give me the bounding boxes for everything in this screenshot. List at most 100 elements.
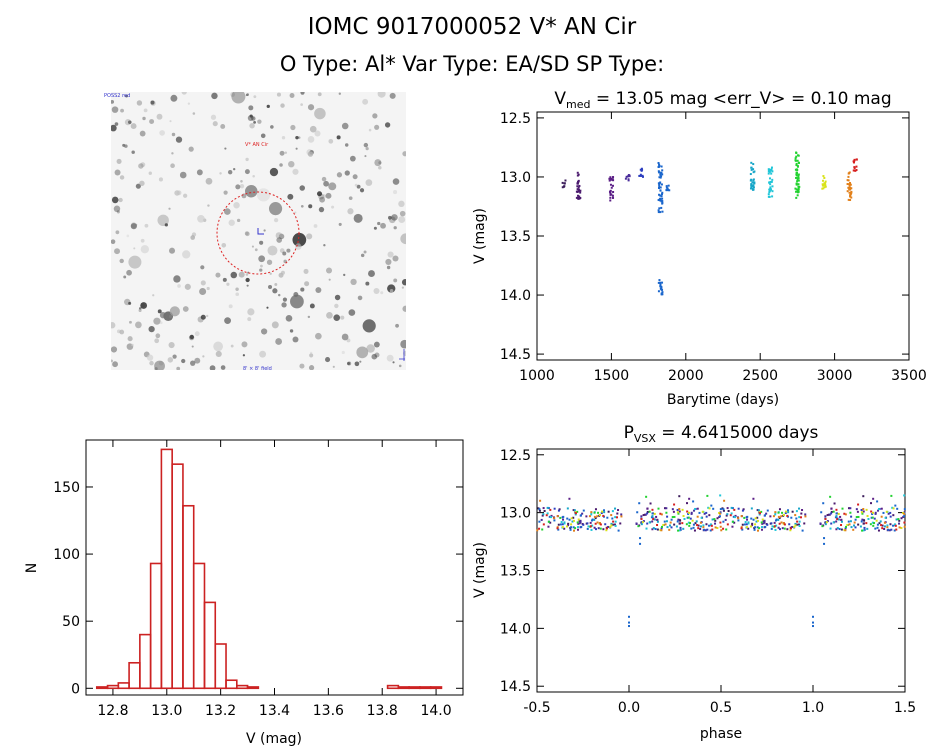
sky-star [116, 329, 121, 334]
phased-point [688, 524, 691, 527]
phased-point [731, 525, 734, 528]
sky-star [111, 106, 119, 113]
sky-star [138, 307, 142, 310]
lightcurve-point [659, 172, 662, 175]
sky-star [188, 334, 195, 341]
phased-point [863, 519, 866, 522]
sky-star [221, 242, 227, 248]
sky-star [307, 315, 311, 319]
lightcurve-point [657, 211, 660, 214]
sky-star [168, 314, 173, 319]
phased-point [763, 519, 766, 522]
phased-point [620, 513, 623, 516]
sky-star [131, 150, 135, 154]
phased-point [691, 519, 694, 522]
lightcurve-point [796, 180, 799, 183]
phased-point [780, 515, 783, 518]
phased-point [651, 515, 654, 518]
phased-point [774, 528, 777, 531]
phased-point [610, 514, 613, 517]
phased-point [782, 514, 785, 517]
phased-point [751, 524, 754, 527]
phased-point [599, 523, 602, 526]
sky-star [315, 332, 322, 340]
lightcurve-point [751, 187, 754, 190]
phased-point [880, 524, 883, 527]
sky-star [273, 217, 279, 223]
phased-point [695, 520, 698, 523]
lightcurve-point [609, 183, 612, 186]
lightcurve-x-label: Barytime (days) [667, 392, 779, 408]
phased-point [579, 514, 582, 517]
target-circle [216, 191, 300, 275]
lightcurve-point [668, 189, 671, 192]
phased-point [798, 507, 801, 510]
sky-star [172, 354, 177, 359]
phased-point [707, 506, 710, 509]
sky-star [189, 334, 194, 340]
phased-ytick-label: 13.0 [500, 506, 531, 522]
histogram-bar [171, 463, 184, 690]
lightcurve-point [770, 180, 773, 183]
sky-star [138, 163, 144, 169]
lightcurve-point [625, 175, 628, 178]
phased-point [556, 526, 559, 529]
lightcurve-axes: 1000 1500 2000 2500 3000 3500 12.5 13.0 13.5 14.0… [500, 111, 927, 384]
histogram-bar [429, 686, 443, 690]
phased-point [572, 526, 575, 529]
phased-eclipse-point [628, 621, 630, 624]
phased-point [609, 525, 612, 528]
sky-star [347, 361, 352, 366]
phased-point [796, 520, 799, 523]
sky-star [119, 175, 125, 180]
sky-star [136, 100, 143, 106]
phased-point [682, 527, 685, 530]
phased-point [547, 520, 550, 523]
phased-point [660, 513, 663, 516]
phased-point [567, 522, 570, 525]
phased-point [651, 512, 654, 515]
phased-point [589, 525, 592, 528]
phased-point [696, 507, 699, 510]
phased-point [542, 523, 545, 526]
sky-image: V* AN Cir POSS2 red 8' × 8' field [104, 92, 406, 372]
lightcurve-point [771, 170, 774, 173]
phased-point [777, 511, 780, 514]
lightcurve-point [821, 184, 824, 187]
phased-point [541, 528, 544, 531]
phased-point [673, 515, 676, 518]
phased-point [794, 514, 797, 517]
phased-point [745, 523, 748, 526]
phased-point [844, 527, 847, 530]
sky-star [249, 114, 253, 118]
lightcurve-point [750, 161, 753, 164]
phased-point [641, 521, 644, 524]
lightcurve-point [657, 165, 660, 168]
phased-point [872, 511, 875, 514]
phased-point [573, 509, 576, 512]
sky-star [259, 268, 263, 272]
phased-point [804, 515, 807, 518]
phased-point [871, 521, 874, 524]
lightcurve-point [768, 177, 771, 180]
phased-point [741, 523, 744, 526]
lightcurve-title: Vmed = 13.05 mag <err_V> = 0.10 mag [554, 89, 891, 111]
sky-star [245, 273, 249, 276]
phased-point [708, 524, 711, 527]
phased-point [835, 528, 838, 531]
phased-point [570, 517, 573, 520]
phased-point [671, 516, 674, 519]
lightcurve-point [608, 177, 611, 180]
sky-star [248, 105, 254, 111]
phased-point [719, 512, 722, 515]
sky-star [149, 119, 155, 125]
phased-point [565, 525, 568, 528]
sky-star [140, 238, 145, 243]
phased-point [893, 523, 896, 526]
histogram-xtick-label: 13.8 [367, 703, 398, 719]
lightcurve-point [796, 178, 799, 181]
sky-star [317, 191, 323, 197]
phased-point [617, 509, 620, 512]
phased-point [846, 523, 849, 526]
phased-point [663, 507, 666, 510]
